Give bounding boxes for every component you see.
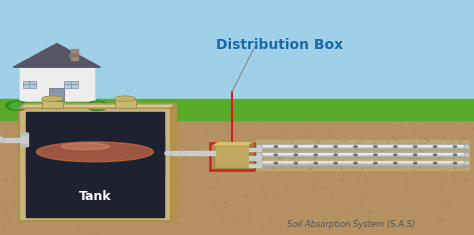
- Bar: [71, 49, 78, 60]
- Ellipse shape: [118, 97, 132, 100]
- Bar: [19, 67, 95, 101]
- Bar: [49, 88, 64, 101]
- Bar: [255, 156, 469, 170]
- Ellipse shape: [274, 154, 277, 156]
- Polygon shape: [250, 143, 254, 168]
- Ellipse shape: [374, 154, 377, 156]
- Bar: [259, 161, 467, 166]
- Polygon shape: [19, 104, 176, 108]
- Bar: [0, 0, 474, 113]
- Ellipse shape: [434, 154, 437, 156]
- Ellipse shape: [374, 146, 377, 148]
- Bar: [42, 99, 63, 108]
- Bar: [115, 99, 136, 108]
- Ellipse shape: [454, 162, 457, 164]
- Bar: [259, 144, 467, 149]
- Bar: [255, 140, 469, 153]
- Ellipse shape: [61, 143, 109, 150]
- Bar: [26, 112, 164, 217]
- Polygon shape: [214, 143, 254, 145]
- Bar: [168, 151, 216, 155]
- Bar: [259, 161, 467, 162]
- Bar: [259, 156, 467, 157]
- Bar: [259, 164, 467, 166]
- Ellipse shape: [294, 162, 298, 164]
- Bar: [0, 113, 474, 235]
- Ellipse shape: [414, 162, 417, 164]
- Polygon shape: [13, 43, 100, 67]
- Bar: [249, 156, 261, 160]
- Bar: [255, 148, 469, 162]
- Ellipse shape: [374, 162, 377, 164]
- Ellipse shape: [434, 146, 437, 148]
- Bar: [259, 152, 467, 157]
- Bar: [23, 81, 36, 87]
- Bar: [259, 153, 467, 154]
- Ellipse shape: [9, 102, 24, 109]
- Ellipse shape: [314, 154, 318, 156]
- Ellipse shape: [354, 154, 357, 156]
- Text: Distribution Box: Distribution Box: [216, 38, 343, 52]
- Bar: [249, 164, 261, 167]
- Bar: [0, 138, 21, 142]
- Ellipse shape: [256, 161, 262, 166]
- Ellipse shape: [394, 146, 397, 148]
- Ellipse shape: [354, 146, 357, 148]
- Ellipse shape: [256, 144, 262, 149]
- Ellipse shape: [394, 162, 397, 164]
- Ellipse shape: [314, 162, 318, 164]
- Ellipse shape: [294, 146, 298, 148]
- Bar: [64, 81, 78, 87]
- Ellipse shape: [464, 144, 470, 149]
- Ellipse shape: [42, 96, 63, 101]
- Ellipse shape: [86, 101, 108, 110]
- Ellipse shape: [45, 97, 59, 100]
- Ellipse shape: [0, 136, 4, 143]
- Text: Soil Absorption System (S.A.S): Soil Absorption System (S.A.S): [287, 220, 415, 229]
- Ellipse shape: [164, 150, 172, 156]
- Ellipse shape: [274, 162, 277, 164]
- Ellipse shape: [464, 161, 470, 166]
- FancyBboxPatch shape: [214, 145, 250, 168]
- Bar: [259, 148, 467, 149]
- Bar: [21, 134, 28, 145]
- Bar: [200, 151, 215, 155]
- Ellipse shape: [115, 96, 136, 101]
- Ellipse shape: [334, 146, 337, 148]
- Ellipse shape: [354, 162, 357, 164]
- Ellipse shape: [256, 152, 262, 157]
- Polygon shape: [171, 104, 176, 221]
- Ellipse shape: [414, 154, 417, 156]
- Ellipse shape: [334, 154, 337, 156]
- Bar: [69, 54, 79, 56]
- Ellipse shape: [434, 162, 437, 164]
- Bar: [42, 103, 44, 120]
- Ellipse shape: [21, 133, 28, 135]
- Text: Tank: Tank: [79, 190, 111, 203]
- Ellipse shape: [274, 146, 277, 148]
- Ellipse shape: [21, 144, 28, 147]
- Ellipse shape: [294, 154, 298, 156]
- Ellipse shape: [454, 154, 457, 156]
- Ellipse shape: [36, 142, 153, 162]
- Ellipse shape: [454, 146, 457, 148]
- Bar: [26, 137, 164, 173]
- Ellipse shape: [414, 146, 417, 148]
- Bar: [210, 143, 254, 170]
- Bar: [0, 99, 474, 120]
- Ellipse shape: [90, 102, 104, 109]
- FancyBboxPatch shape: [19, 108, 171, 221]
- Ellipse shape: [334, 162, 337, 164]
- Ellipse shape: [394, 154, 397, 156]
- Ellipse shape: [314, 146, 318, 148]
- Ellipse shape: [464, 152, 470, 157]
- Bar: [249, 148, 261, 151]
- Ellipse shape: [6, 101, 27, 110]
